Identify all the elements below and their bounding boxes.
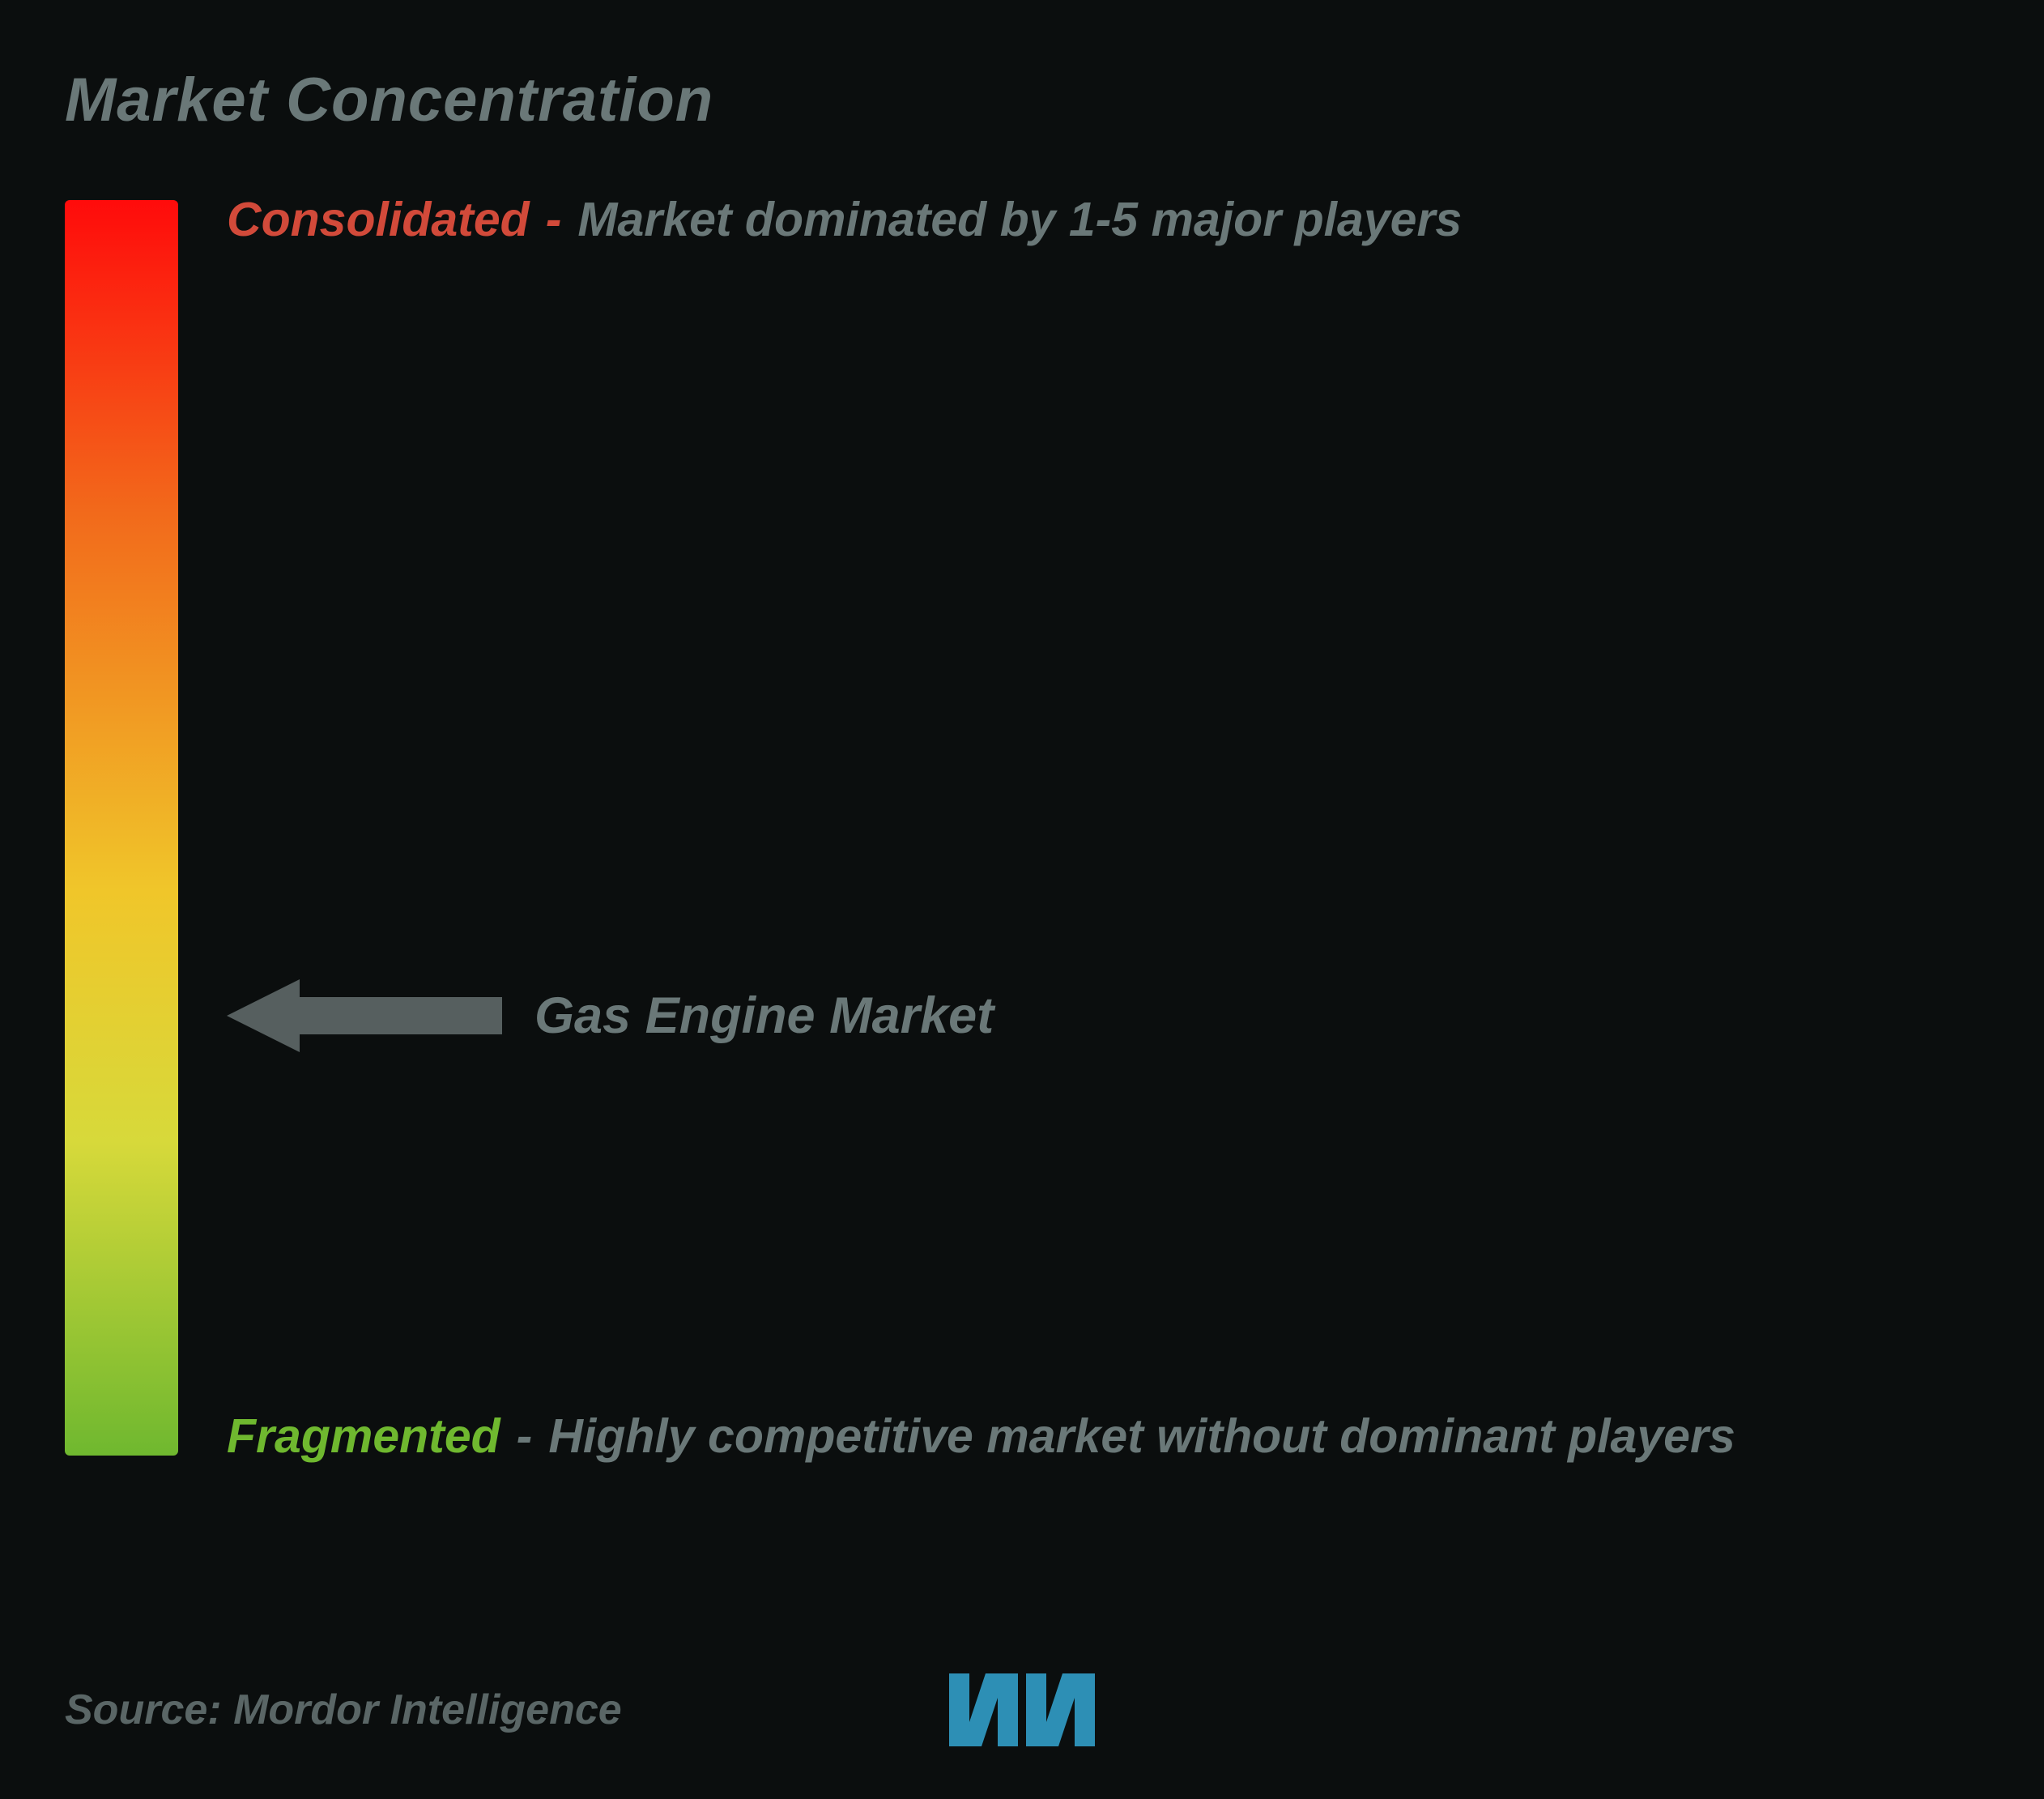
concentration-gradient-bar xyxy=(65,200,178,1456)
source-name: Mordor Intelligence xyxy=(233,1686,622,1733)
page-title: Market Concentration xyxy=(65,65,1979,135)
source-attribution: Source: Mordor Intelligence xyxy=(65,1686,622,1734)
source-prefix: Source: xyxy=(65,1686,222,1733)
fragmented-label-row: Fragmented - Highly competitive market w… xyxy=(227,1409,1735,1464)
mordor-logo-icon xyxy=(941,1665,1103,1754)
consolidated-title: Consolidated xyxy=(227,192,530,247)
fragmented-title: Fragmented xyxy=(227,1409,500,1464)
labels-area: Consolidated - Market dominated by 1-5 m… xyxy=(227,200,1979,1456)
left-arrow-icon xyxy=(227,979,502,1052)
fragmented-desc: Highly competitive market without domina… xyxy=(548,1409,1735,1464)
consolidated-label-row: Consolidated - Market dominated by 1-5 m… xyxy=(227,192,1462,247)
consolidated-desc: Market dominated by 1-5 major players xyxy=(577,192,1462,247)
dash-top: - xyxy=(546,192,562,247)
content-row: Consolidated - Market dominated by 1-5 m… xyxy=(65,200,1979,1456)
footer: Source: Mordor Intelligence xyxy=(65,1686,1979,1734)
dash-bottom: - xyxy=(517,1409,533,1464)
market-marker-row: Gas Engine Market xyxy=(227,979,994,1052)
market-marker-label: Gas Engine Market xyxy=(534,987,994,1045)
